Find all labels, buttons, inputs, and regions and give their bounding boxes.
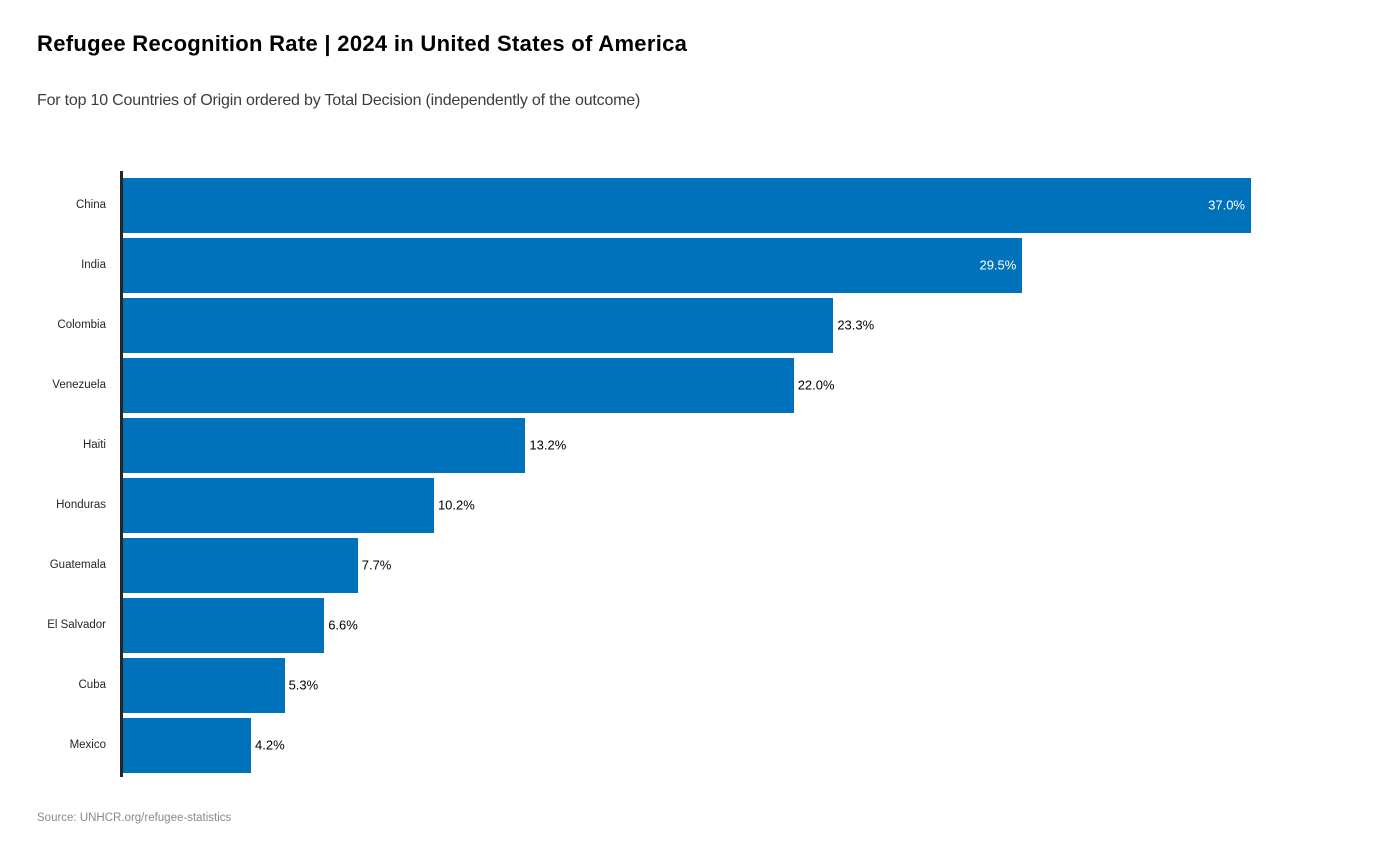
bar: 6.6%	[123, 597, 358, 653]
value-label: 6.6%	[328, 617, 358, 633]
value-label: 37.0%	[1208, 197, 1245, 213]
value-label: 10.2%	[437, 497, 475, 513]
category-label: Cuba	[78, 679, 107, 691]
category-label: Venezuela	[52, 379, 106, 391]
value-label: 5.3%	[288, 677, 319, 693]
bar-row: Colombia 23.3%	[57, 295, 1251, 355]
category-label: El Salvador	[47, 619, 106, 631]
category-label: Guatemala	[49, 559, 106, 571]
bar-row: China 37.0%	[76, 175, 1251, 235]
bar: 13.2%	[123, 417, 566, 473]
category-label: Colombia	[57, 319, 106, 331]
bar-row: Cuba 5.3%	[79, 655, 1251, 715]
value-label: 4.2%	[255, 737, 285, 753]
value-label: 7.7%	[361, 557, 392, 573]
bar-row: El Salvador 6.6%	[47, 595, 1251, 655]
bar-row: Venezuela 22.0%	[52, 355, 1251, 415]
bar: 7.7%	[123, 537, 391, 593]
category-label: Honduras	[56, 499, 106, 511]
bar-row: Mexico 4.2%	[70, 715, 1251, 775]
bar-row: Haiti 13.2%	[83, 415, 1251, 475]
bar: 37.0%	[123, 177, 1251, 233]
category-label: India	[81, 259, 106, 271]
value-label: 22.0%	[797, 377, 835, 393]
bar: 23.3%	[123, 297, 874, 353]
bar: 5.3%	[123, 657, 318, 713]
plot-area: China 37.0% India 29.5% Colombia 23.3% Venezue…	[47, 171, 1251, 777]
bar-row: India 29.5%	[81, 235, 1251, 295]
bar-row: Honduras 10.2%	[56, 475, 1251, 535]
value-label: 23.3%	[837, 317, 875, 333]
category-label: China	[75, 199, 106, 211]
category-label: Mexico	[69, 739, 106, 751]
value-label: 13.2%	[529, 437, 567, 453]
bar: 29.5%	[123, 237, 1023, 293]
chart-subtitle: For top 10 Countries of Origin ordered b…	[37, 92, 641, 109]
value-label: 29.5%	[979, 257, 1017, 273]
bar: 4.2%	[123, 717, 285, 773]
bar: 10.2%	[123, 477, 475, 533]
source-note: Source: UNHCR.org/refugee-statistics	[37, 812, 232, 824]
bar-row: Guatemala 7.7%	[50, 535, 1251, 595]
bar: 22.0%	[123, 357, 835, 413]
chart-title: Refugee Recognition Rate | 2024 in Unite…	[37, 31, 688, 56]
category-label: Haiti	[82, 439, 106, 451]
